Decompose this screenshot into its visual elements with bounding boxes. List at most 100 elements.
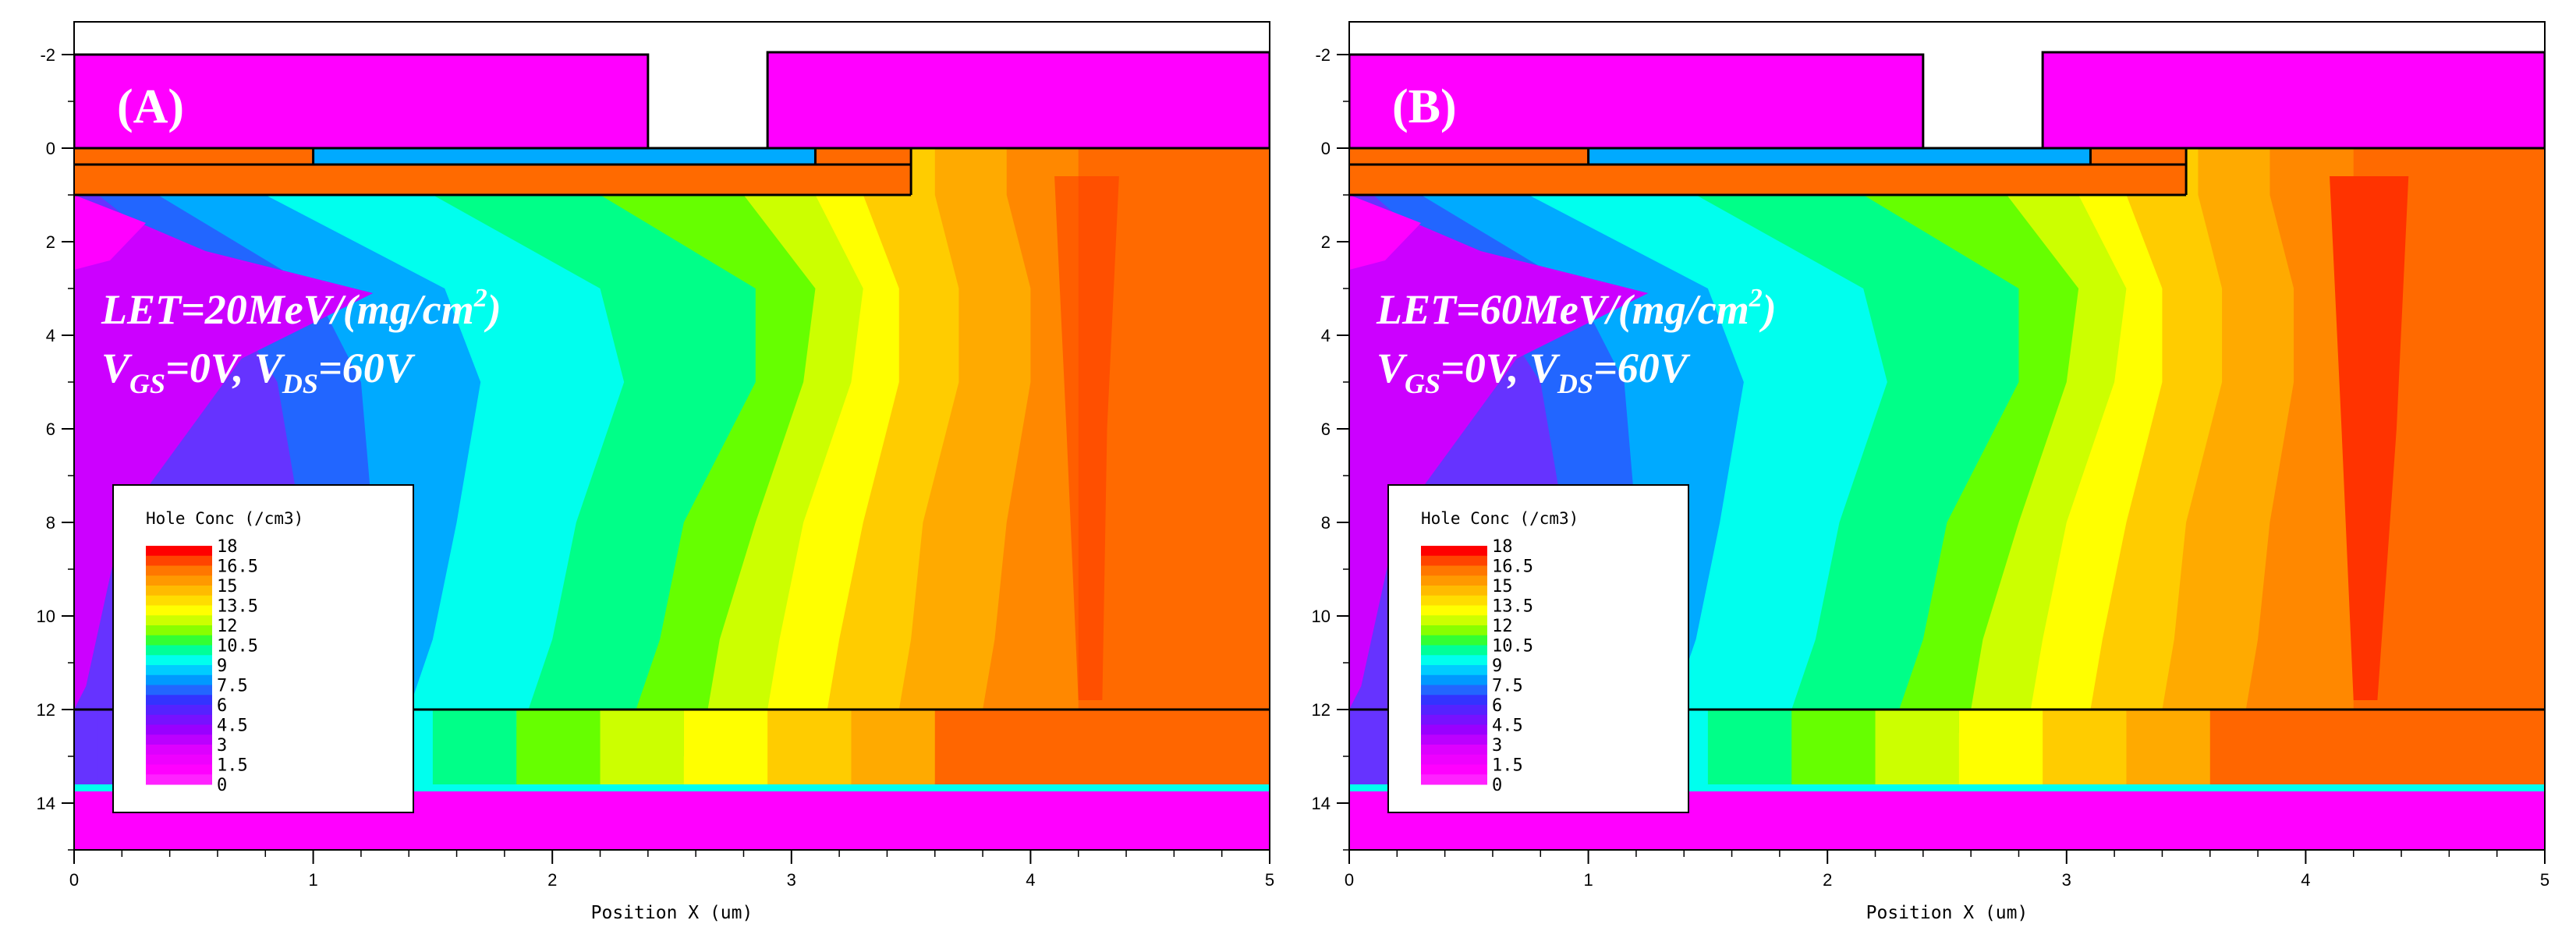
drain-electrode <box>766 51 1270 150</box>
legend-swatch <box>146 685 212 695</box>
legend-level-label: 12 <box>1492 617 1513 636</box>
legend-swatch <box>1421 595 1487 606</box>
legend-swatch <box>1421 724 1487 735</box>
legend-level-label: 7.5 <box>1492 677 1523 696</box>
legend-swatch <box>1421 575 1487 586</box>
legend-level-label: 15 <box>1492 577 1513 596</box>
legend-swatch <box>146 705 212 716</box>
legend: Hole Conc (/cm3) 1816.51513.51210.597.564… <box>1387 484 1689 813</box>
legend-swatch <box>146 754 212 765</box>
y-tick-label: 0 <box>46 139 55 158</box>
y-tick-label: 8 <box>46 513 55 533</box>
legend-swatch <box>146 546 212 557</box>
lower-band <box>1875 710 1959 787</box>
contour-band <box>1349 195 1649 710</box>
x-tick-label: 5 <box>2540 870 2549 890</box>
contour-band <box>74 195 146 270</box>
lower-band <box>1707 710 1792 787</box>
gate-electrode <box>74 53 650 150</box>
legend-level-label: 12 <box>217 617 238 636</box>
legend-swatch <box>1421 565 1487 576</box>
x-tick-label: 4 <box>1026 870 1035 890</box>
legend-swatch <box>146 615 212 626</box>
legend-swatch <box>146 605 212 616</box>
legend-level-label: 6 <box>1492 696 1502 716</box>
legend-swatch <box>146 734 212 745</box>
lower-band <box>767 710 852 787</box>
legend-swatch <box>146 774 212 785</box>
legend-level-label: 18 <box>1492 537 1513 557</box>
legend-swatch <box>1421 754 1487 765</box>
y-tick-label: 4 <box>46 326 55 345</box>
lower-band <box>934 710 1270 787</box>
x-tick-label: 1 <box>308 870 317 890</box>
legend-level-label: 18 <box>217 537 238 557</box>
y-tick-label: 2 <box>46 232 55 252</box>
lower-band <box>1791 710 1876 787</box>
red-core <box>1054 176 1119 700</box>
y-tick-label: 10 <box>37 607 55 626</box>
legend-level-label: 4.5 <box>1492 717 1523 736</box>
panel-label: (A) <box>117 80 184 133</box>
legend-swatch <box>146 714 212 725</box>
lower-band <box>600 710 684 787</box>
legend-swatch <box>146 695 212 706</box>
x-tick-label: 0 <box>69 870 79 890</box>
legend-level-label: 13.5 <box>1492 597 1533 617</box>
legend-swatch <box>1421 714 1487 725</box>
x-tick-label: 1 <box>1583 870 1593 890</box>
channel-layer <box>1588 149 2091 165</box>
legend-swatch <box>146 595 212 606</box>
drain-electrode <box>2041 51 2545 150</box>
x-axis-label: Position X (um) <box>591 903 753 923</box>
legend-swatch <box>1421 645 1487 656</box>
legend-swatch <box>146 745 212 756</box>
bias-annotation: VGS=0V, VDS=60V <box>101 345 416 399</box>
y-tick-label: -2 <box>1315 45 1331 65</box>
let-annotation: LET=60MeV/(mg/cm2) <box>1376 284 1777 333</box>
legend-level-label: 1.5 <box>1492 756 1523 776</box>
bias-annotation: VGS=0V, VDS=60V <box>1377 345 1691 399</box>
legend-swatch <box>146 665 212 676</box>
x-tick-label: 4 <box>2301 870 2310 890</box>
legend: Hole Conc (/cm3) 1816.51513.51210.597.564… <box>112 484 414 813</box>
lower-band <box>1958 710 2043 787</box>
legend-swatch <box>1421 705 1487 716</box>
legend-level-label: 16.5 <box>217 557 258 577</box>
legend-level-label: 10.5 <box>1492 637 1533 657</box>
legend-swatch <box>146 625 212 636</box>
x-tick-label: 3 <box>2062 870 2071 890</box>
legend-swatch <box>1421 745 1487 756</box>
legend-swatch <box>146 555 212 566</box>
y-tick-label: -2 <box>40 45 55 65</box>
legend-level-label: 16.5 <box>1492 557 1533 577</box>
x-tick-label: 2 <box>547 870 557 890</box>
legend-swatch <box>1421 605 1487 616</box>
panel-label: (B) <box>1392 80 1457 133</box>
legend-swatch <box>1421 655 1487 666</box>
legend-swatch <box>146 575 212 586</box>
legend-swatch <box>1421 685 1487 695</box>
legend-level-label: 13.5 <box>217 597 258 617</box>
legend-level-label: 3 <box>1492 736 1502 756</box>
channel-layer <box>313 149 816 165</box>
lower-band <box>432 710 517 787</box>
x-axis-label: Position X (um) <box>1866 903 2029 923</box>
legend-level-label: 15 <box>217 577 238 596</box>
legend-title: Hole Conc (/cm3) <box>146 509 303 528</box>
lower-band <box>2126 710 2210 787</box>
legend-level-label: 0 <box>217 776 227 795</box>
contour-band <box>1349 195 1421 270</box>
legend-swatch <box>1421 774 1487 785</box>
plot-frame <box>73 21 1270 851</box>
y-tick-label: 14 <box>1312 794 1331 813</box>
legend-swatch <box>146 724 212 735</box>
let-annotation: LET=20MeV/(mg/cm2) <box>101 284 501 333</box>
legend-title: Hole Conc (/cm3) <box>1421 509 1579 528</box>
substrate-edge <box>74 784 1270 791</box>
plot-frame <box>1348 21 2546 851</box>
legend-swatch <box>1421 734 1487 745</box>
legend-level-label: 1.5 <box>217 756 248 776</box>
